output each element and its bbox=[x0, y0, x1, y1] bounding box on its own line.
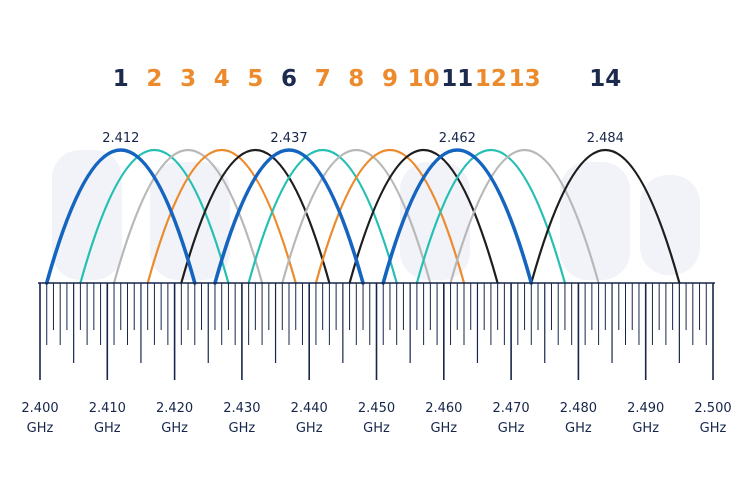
axis-tick-unit: GHz bbox=[161, 421, 188, 436]
axis-tick-unit: GHz bbox=[27, 421, 54, 436]
frequency-axis bbox=[38, 282, 715, 380]
channel-number-7: 7 bbox=[315, 66, 331, 92]
channel-arc-1 bbox=[44, 148, 197, 285]
channel-number-3: 3 bbox=[180, 66, 196, 92]
axis-tick-value: 2.430 bbox=[223, 401, 260, 416]
channel-number-14: 14 bbox=[589, 66, 621, 92]
axis-tick-value: 2.460 bbox=[425, 401, 462, 416]
center-frequency-label: 2.484 bbox=[587, 131, 624, 146]
channel-arc-10 bbox=[348, 149, 499, 285]
center-frequency-label: 2.437 bbox=[270, 131, 307, 146]
channel-number-13: 13 bbox=[509, 66, 541, 92]
center-frequency-label: 2.412 bbox=[102, 131, 139, 146]
watermark-shape bbox=[640, 175, 700, 275]
channel-arc-4 bbox=[146, 149, 297, 285]
axis-tick-value: 2.450 bbox=[358, 401, 395, 416]
axis-tick-value: 2.490 bbox=[627, 401, 664, 416]
channel-number-8: 8 bbox=[348, 66, 364, 92]
channel-arc-8 bbox=[281, 149, 432, 285]
axis-tick-value: 2.400 bbox=[21, 401, 58, 416]
axis-tick-value: 2.500 bbox=[694, 401, 731, 416]
watermark bbox=[52, 150, 700, 280]
channel-arc-6 bbox=[213, 148, 365, 285]
center-frequency-labels: 2.412 2.437 2.462 2.484 bbox=[102, 131, 624, 146]
channel-arc-5 bbox=[180, 149, 331, 285]
axis-tick-unit: GHz bbox=[430, 421, 457, 436]
channel-arc-14 bbox=[530, 149, 681, 285]
center-frequency-label: 2.462 bbox=[439, 131, 476, 146]
channel-numbers: 1 2 3 4 5 6 7 8 9 10 11 12 13 14 bbox=[113, 66, 622, 92]
channel-number-11: 11 bbox=[441, 66, 473, 92]
channel-arc-9 bbox=[314, 149, 466, 285]
channel-number-9: 9 bbox=[382, 66, 398, 92]
axis-tick-value: 2.440 bbox=[291, 401, 328, 416]
axis-tick-unit: GHz bbox=[94, 421, 121, 436]
axis-tick-unit: GHz bbox=[363, 421, 390, 436]
axis-tick-value: 2.480 bbox=[560, 401, 597, 416]
channel-arc-3 bbox=[112, 149, 264, 285]
axis-tick-value: 2.470 bbox=[492, 401, 529, 416]
channel-arc-11 bbox=[381, 148, 534, 285]
channel-number-5: 5 bbox=[247, 66, 263, 92]
axis-tick-unit: GHz bbox=[700, 421, 727, 436]
channel-arcs bbox=[44, 148, 681, 285]
channel-number-2: 2 bbox=[146, 66, 162, 92]
channel-number-6: 6 bbox=[281, 66, 297, 92]
channel-number-1: 1 bbox=[113, 66, 129, 92]
axis-tick-unit: GHz bbox=[498, 421, 525, 436]
channel-arc-13 bbox=[449, 149, 600, 285]
channel-number-4: 4 bbox=[214, 66, 230, 92]
watermark-shape bbox=[150, 162, 230, 280]
axis-tick-unit: GHz bbox=[632, 421, 659, 436]
channel-arc-7 bbox=[247, 149, 398, 285]
axis-tick-unit: GHz bbox=[296, 421, 323, 436]
channel-arc-12 bbox=[415, 149, 566, 285]
watermark-shape bbox=[560, 162, 630, 280]
channel-number-12: 12 bbox=[475, 66, 507, 92]
axis-tick-value: 2.410 bbox=[89, 401, 126, 416]
watermark-shape bbox=[52, 150, 122, 280]
axis-tick-unit: GHz bbox=[565, 421, 592, 436]
axis-tick-unit: GHz bbox=[229, 421, 256, 436]
axis-tick-labels: 2.400 GHz 2.410 GHz 2.420 GHz 2.430 GHz 2.440 GHz… bbox=[21, 401, 731, 436]
channel-arc-2 bbox=[79, 149, 230, 285]
channel-number-10: 10 bbox=[408, 66, 440, 92]
axis-tick-value: 2.420 bbox=[156, 401, 193, 416]
